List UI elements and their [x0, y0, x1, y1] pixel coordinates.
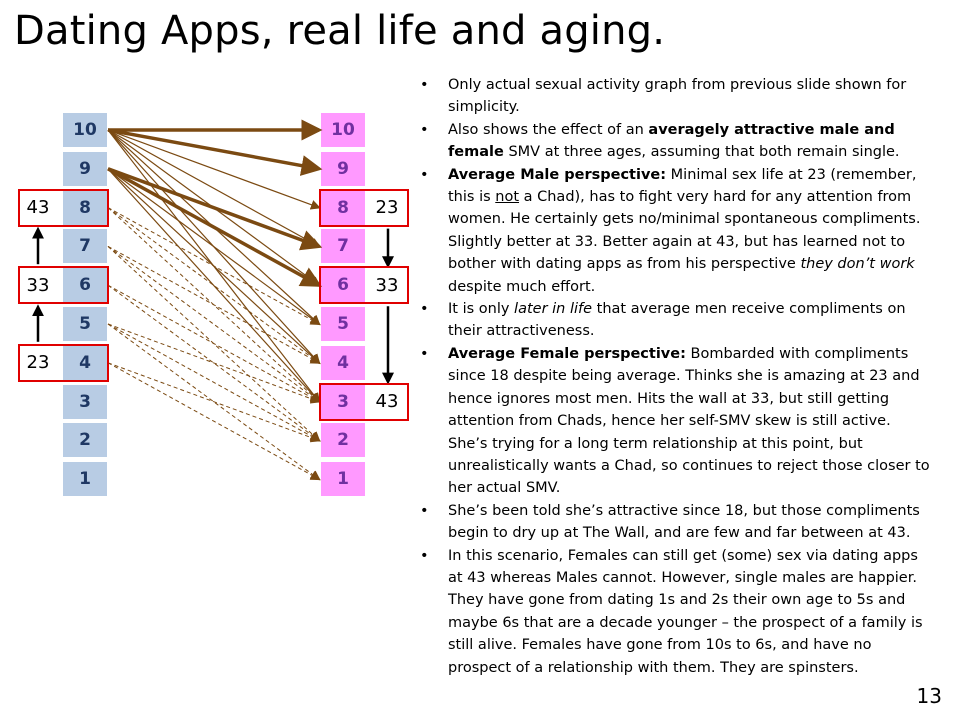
male-level-4: 4 — [63, 345, 107, 380]
connection-10-to-7 — [107, 129, 321, 248]
connection-9-to-7 — [107, 167, 323, 251]
male-level-9: 9 — [63, 151, 107, 186]
bullet-text: Average Female perspective: — [448, 345, 686, 362]
bullet-text: not — [495, 189, 520, 206]
bullet-text: later in life — [514, 301, 593, 318]
female-age-box-43 — [319, 382, 409, 421]
connection-6-to-3 — [107, 284, 321, 403]
female-level-3: 3 — [321, 384, 365, 419]
male-level-5: 5 — [63, 307, 107, 341]
bullet-text: a Chad), has to fight very hard for any … — [448, 189, 921, 273]
connection-10-to-9 — [107, 128, 323, 176]
bullet-item: Average Male perspective: Minimal sex li… — [418, 164, 932, 298]
male-age-box-23 — [18, 343, 109, 382]
male-age-box-33 — [18, 266, 109, 305]
female-age-box-33 — [319, 266, 409, 305]
bullet-text: that average men receive compliments on … — [448, 301, 906, 340]
connection-7-to-4 — [107, 245, 321, 364]
bullet-text: they don’t work — [800, 256, 915, 273]
female-age-label: 43 — [375, 391, 399, 413]
connection-8-to-5 — [107, 207, 321, 325]
bullet-item: Average Female perspective: Bombarded wi… — [418, 343, 932, 500]
connection-10-to-8 — [107, 129, 321, 210]
male-level-10: 10 — [63, 113, 107, 147]
bullet-text: despite much effort. — [448, 278, 596, 295]
male-level-2: 2 — [63, 423, 107, 458]
slide-title: Dating Apps, real life and aging. — [14, 8, 666, 54]
bullet-text: Also shows the effect of an — [448, 121, 649, 138]
female-level-5: 5 — [321, 307, 365, 341]
female-level-4: 4 — [321, 345, 365, 380]
female-level-1: 1 — [321, 462, 365, 497]
female-age-box-23 — [319, 188, 409, 227]
bullet-item: Also shows the effect of an averagely at… — [418, 119, 932, 164]
bullet-text: Minimal sex life at 23 (remember, this i… — [448, 166, 917, 206]
bullet-text: averagely attractive male and female — [448, 121, 895, 161]
male-age-label: 43 — [26, 197, 50, 219]
bullet-item: She’s been told she’s attractive since 1… — [418, 500, 932, 545]
male-level-3: 3 — [63, 384, 107, 419]
male-level-6: 6 — [63, 268, 107, 303]
connection-5-to-3 — [107, 323, 321, 404]
male-level-8: 8 — [63, 190, 107, 225]
female-level-7: 7 — [321, 229, 365, 264]
connection-9-to-3 — [107, 168, 321, 404]
bullet-text: SMV at three ages, assuming that both re… — [503, 144, 900, 161]
male-age-box-43 — [18, 188, 109, 227]
male-level-1: 1 — [63, 462, 107, 497]
bullet-item: Only actual sexual activity graph from p… — [418, 74, 932, 119]
connection-9-to-5 — [107, 168, 321, 326]
connection-6-to-2 — [107, 284, 321, 442]
male-age-label: 23 — [26, 352, 50, 374]
connection-8-to-4 — [107, 207, 321, 364]
female-level-2: 2 — [321, 423, 365, 458]
bullet-text: Only actual sexual activity graph from p… — [448, 77, 907, 116]
bullet-text: She’s been told she’s attractive since 1… — [448, 502, 920, 542]
bullet-text: Average Male perspective: — [448, 166, 667, 183]
connection-5-to-1 — [107, 323, 321, 481]
female-level-8: 8 — [321, 190, 365, 225]
male-level-7: 7 — [63, 229, 107, 264]
bullet-item: It is only later in life that average me… — [418, 298, 932, 343]
female-level-6: 6 — [321, 268, 365, 303]
slide-number: 13 — [916, 684, 942, 708]
male-age-label: 33 — [26, 274, 50, 296]
bullet-text: Bombarded with compliments since 18 desp… — [448, 345, 930, 497]
female-age-label: 23 — [375, 197, 399, 219]
female-level-10: 10 — [321, 113, 365, 147]
bullet-item: In this scenario, Females can still get … — [418, 545, 932, 679]
connection-9-to-6 — [107, 167, 323, 287]
bullet-text: In this scenario, Females can still get … — [448, 547, 923, 676]
female-age-label: 33 — [375, 274, 399, 296]
connection-7-to-3 — [107, 245, 321, 403]
connection-4-to-2 — [107, 362, 321, 443]
connection-4-to-1 — [107, 362, 321, 481]
bullet-list: Only actual sexual activity graph from p… — [418, 74, 932, 679]
female-level-9: 9 — [321, 151, 365, 186]
bullet-text: It is only — [448, 301, 515, 318]
connection-5-to-2 — [107, 323, 321, 442]
